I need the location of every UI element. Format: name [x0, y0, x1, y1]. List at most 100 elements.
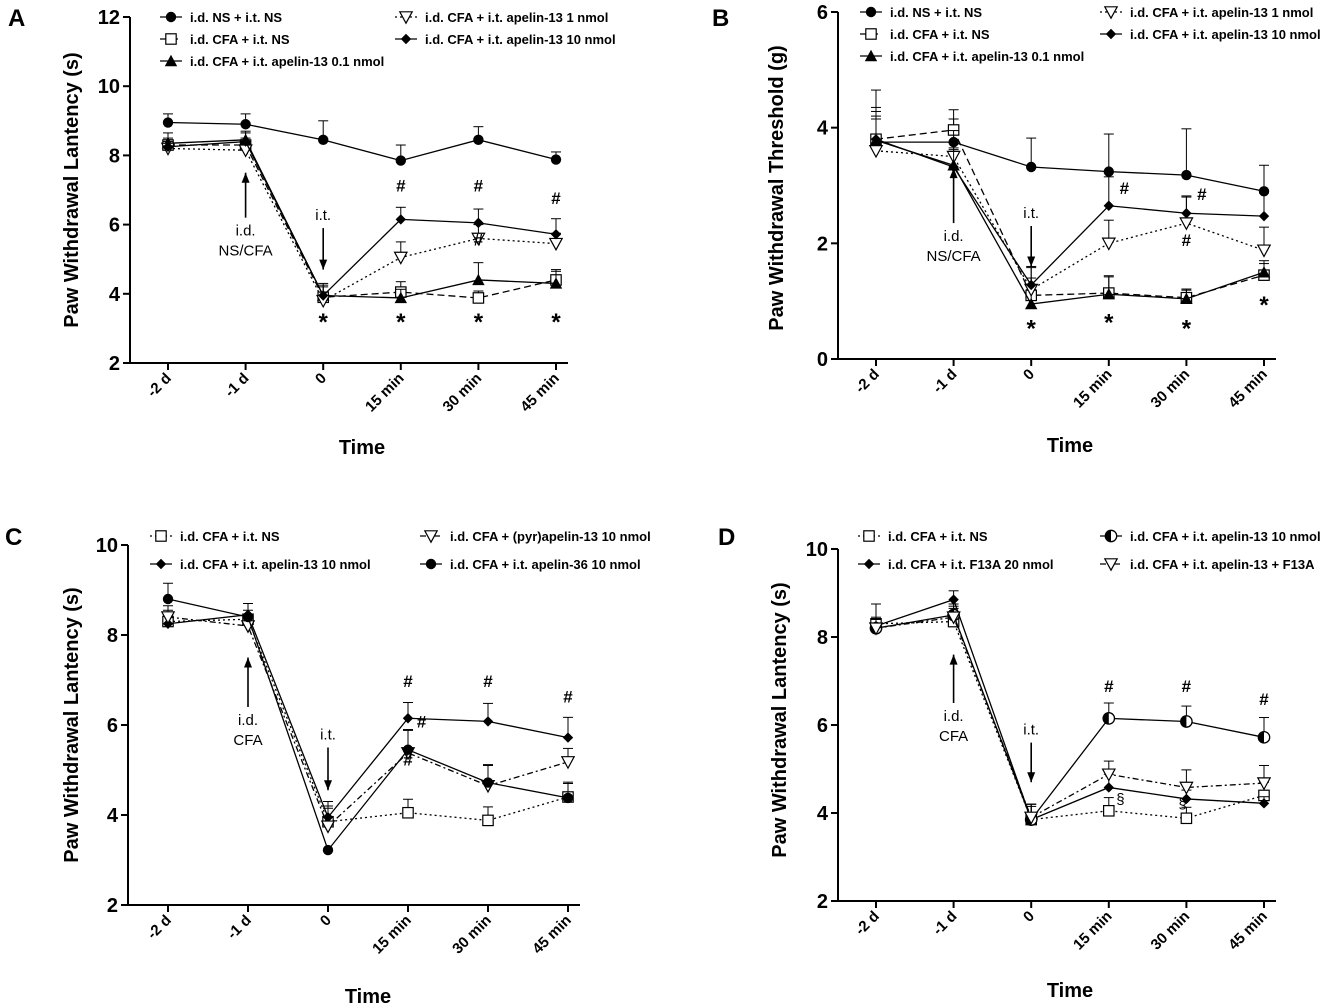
x-tick-label: -1 d	[224, 912, 255, 943]
series-4	[162, 132, 562, 301]
series-line	[167, 598, 569, 852]
data-point	[402, 806, 414, 819]
legend-entry: i.d. CFA + i.t. NS	[858, 529, 988, 544]
legend-label: i.d. CFA + i.t. apelin-13 0.1 nmol	[190, 54, 384, 69]
data-point	[868, 622, 884, 636]
arrow-head	[949, 168, 958, 179]
data-point	[472, 273, 485, 286]
data-point	[160, 611, 176, 625]
annotation: #	[551, 189, 561, 208]
legend-marker	[165, 33, 177, 45]
x-axis-label-a: Time	[339, 437, 385, 459]
x-tick-label: -1 d	[222, 370, 253, 401]
x-tick-label: 30 min	[1148, 366, 1194, 412]
legend-marker	[1105, 28, 1117, 40]
y-tick-label: 10	[96, 535, 118, 557]
data-point	[1181, 169, 1192, 181]
data-point	[242, 611, 254, 623]
x-axis-label-d: Time	[1047, 980, 1093, 1002]
data-point	[1103, 782, 1114, 793]
data-point	[1180, 292, 1193, 305]
legend-label: i.d. CFA + i.t. apelin-13 10 nmol	[180, 557, 371, 572]
arrow-label: NS/CFA	[927, 248, 981, 265]
legend-entry: i.d. CFA + (pyr)apelin-13 10 nmol	[420, 529, 651, 544]
data-point	[1023, 811, 1039, 825]
data-point	[1258, 210, 1270, 222]
arrow-label: i.d.	[944, 228, 964, 245]
legend-label: i.d. CFA + i.t. apelin-13 1 nmol	[425, 10, 608, 25]
arrow-head	[244, 657, 252, 668]
data-point	[1025, 297, 1038, 310]
annotation: *	[1259, 292, 1269, 319]
annotation: *	[1027, 315, 1037, 342]
data-point	[162, 141, 174, 152]
arrow-annotation: i.t.	[1023, 722, 1039, 783]
data-point	[550, 229, 562, 240]
series-0	[870, 603, 1270, 826]
annotation: *	[396, 309, 406, 336]
panel-letter-a: A	[8, 5, 25, 32]
x-tick-label: -2 d	[144, 912, 175, 943]
data-point	[550, 154, 562, 165]
annotation: #	[1182, 677, 1192, 696]
x-tick-label: 15 min	[1070, 366, 1116, 412]
arrow-label: CFA	[233, 732, 262, 749]
data-point	[562, 732, 574, 743]
data-point	[1103, 166, 1115, 177]
plot-area-b: 0 2 4 6 -2 d -1 d 0 15 min 30 min 45 min * * * * # # # i.…	[817, 2, 1321, 411]
y-tick-label: 10	[806, 539, 828, 561]
data-point	[1181, 793, 1192, 805]
data-point	[868, 145, 884, 159]
legend-label: i.d. CFA + i.t. apelin-13 + F13A	[1130, 557, 1315, 572]
legend-label: i.d. CFA + i.t. NS	[888, 529, 988, 544]
series-2	[869, 603, 1271, 826]
data-point	[322, 844, 334, 856]
data-point	[1101, 237, 1117, 251]
arrow-annotation: i.d. CFA	[233, 657, 263, 749]
legend-marker	[863, 558, 875, 570]
data-point	[482, 814, 494, 827]
x-tick-label: -2 d	[144, 370, 175, 401]
series-line	[875, 138, 1265, 287]
series-line	[167, 614, 569, 819]
data-point	[1102, 712, 1116, 725]
data-point	[560, 756, 576, 770]
legend-entry: i.d. CFA + i.t. apelin-36 10 nmol	[420, 557, 641, 572]
data-point	[482, 716, 494, 727]
series-0	[162, 609, 574, 828]
legend-entry: i.d. CFA + i.t. NS	[160, 32, 290, 47]
data-point	[318, 290, 329, 301]
data-point	[318, 134, 329, 146]
annotation: #	[403, 751, 413, 770]
x-tick-label: 0	[1020, 366, 1038, 384]
annotation: #	[417, 712, 427, 731]
arrow-label: CFA	[939, 728, 968, 745]
series-line	[167, 139, 557, 299]
data-point	[240, 119, 251, 130]
legend-entry: i.d. CFA + i.t. apelin-13 1 nmol	[395, 10, 608, 25]
panel-letter-d: D	[718, 524, 735, 551]
y-tick-label: 2	[817, 233, 828, 255]
legend-label: i.d. NS + i.t. NS	[890, 5, 982, 20]
y-tick-label: 6	[817, 2, 828, 24]
legend-entry: i.d. CFA + i.t. apelin-13 10 nmol	[395, 32, 616, 47]
series-1	[870, 106, 1270, 304]
series-line	[167, 618, 569, 823]
legend-marker	[165, 11, 177, 23]
legend-entry: i.d. CFA + i.t. NS	[860, 27, 990, 42]
series-0	[870, 89, 1270, 197]
x-tick-label: 30 min	[449, 912, 495, 958]
x-tick-label: 45 min	[517, 370, 563, 416]
legend-marker	[865, 28, 877, 40]
arrow-head	[1027, 256, 1036, 267]
series-line	[875, 139, 1265, 305]
arrow-label: i.d.	[236, 223, 256, 240]
y-axis-label-a: Paw Withdrawal Lantency (s)	[61, 52, 83, 327]
x-tick-label: 45 min	[529, 912, 575, 958]
arrow-annotation: i.d. CFA	[939, 654, 968, 745]
data-point	[471, 232, 486, 246]
series-line	[167, 147, 557, 302]
arrow-label: i.t.	[315, 207, 331, 224]
arrow-head	[949, 654, 958, 665]
y-axis-label-b: Paw Withdrawal Threshold (g)	[766, 45, 788, 330]
